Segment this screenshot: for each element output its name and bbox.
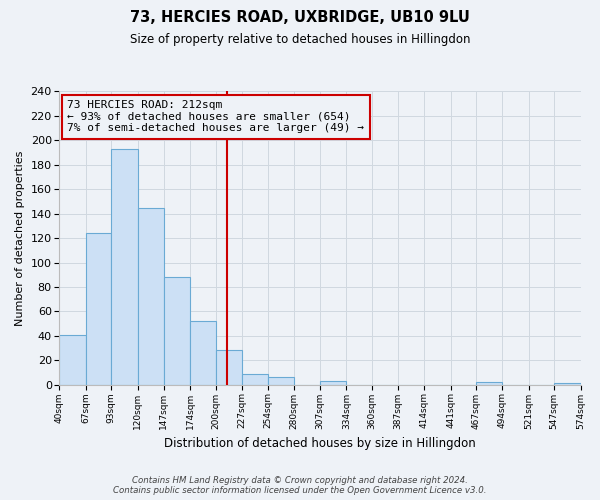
Y-axis label: Number of detached properties: Number of detached properties — [15, 150, 25, 326]
Text: Contains HM Land Registry data © Crown copyright and database right 2024.
Contai: Contains HM Land Registry data © Crown c… — [113, 476, 487, 495]
Bar — [137, 208, 164, 384]
Bar — [215, 350, 242, 384]
Text: 73, HERCIES ROAD, UXBRIDGE, UB10 9LU: 73, HERCIES ROAD, UXBRIDGE, UB10 9LU — [130, 10, 470, 25]
Bar — [268, 378, 293, 384]
Bar — [476, 382, 502, 384]
Bar — [59, 334, 86, 384]
Bar — [320, 381, 346, 384]
Bar — [86, 233, 111, 384]
X-axis label: Distribution of detached houses by size in Hillingdon: Distribution of detached houses by size … — [164, 437, 476, 450]
Bar — [164, 277, 190, 384]
Bar — [190, 321, 215, 384]
Text: 73 HERCIES ROAD: 212sqm
← 93% of detached houses are smaller (654)
7% of semi-de: 73 HERCIES ROAD: 212sqm ← 93% of detache… — [67, 100, 364, 134]
Bar — [242, 374, 268, 384]
Text: Size of property relative to detached houses in Hillingdon: Size of property relative to detached ho… — [130, 32, 470, 46]
Bar — [111, 149, 137, 384]
